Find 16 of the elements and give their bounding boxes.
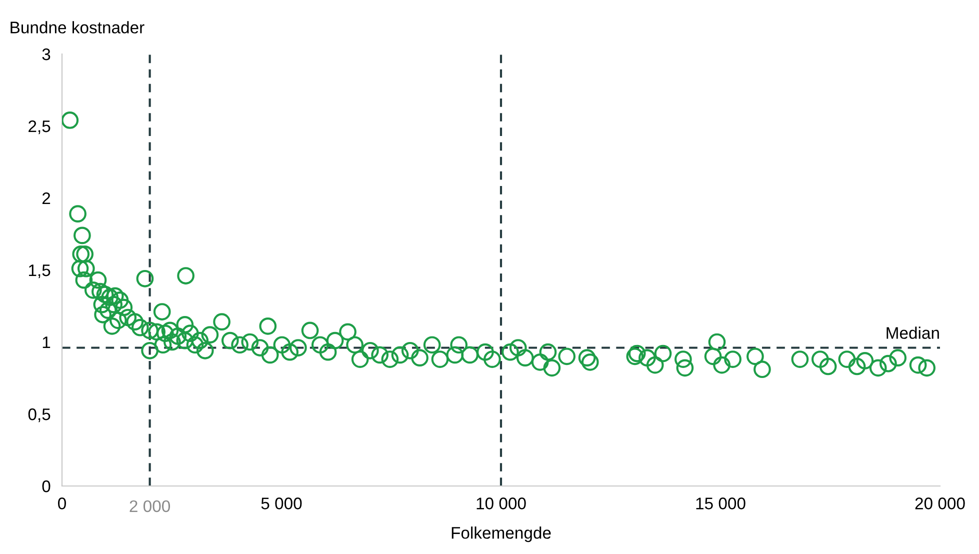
y-tick-label: 1,5 bbox=[28, 264, 50, 278]
y-axis-title: Bundne kostnader bbox=[10, 21, 144, 34]
y-tick-label: 0,5 bbox=[28, 408, 50, 422]
x-tick-label: 10 000 bbox=[476, 498, 526, 510]
y-tick-label: 2 bbox=[42, 192, 50, 204]
ref-line-label: 2 000 bbox=[130, 500, 170, 512]
y-tick-label: 0 bbox=[42, 480, 50, 492]
x-tick-label: 20 000 bbox=[915, 498, 965, 510]
x-tick-label: 5 000 bbox=[261, 498, 302, 510]
y-tick-label: 2,5 bbox=[28, 120, 50, 134]
y-tick-label: 3 bbox=[42, 48, 50, 60]
x-tick-label: 0 bbox=[58, 498, 66, 510]
y-tick-label: 1 bbox=[42, 336, 50, 348]
x-axis-title: Folkemengde bbox=[452, 526, 551, 542]
ref-line-label: Median bbox=[886, 326, 939, 339]
x-tick-label: 15 000 bbox=[696, 498, 746, 510]
